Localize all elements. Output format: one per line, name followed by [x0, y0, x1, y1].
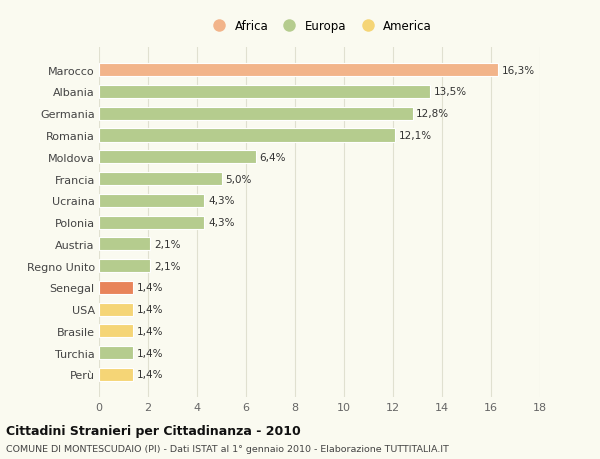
- Bar: [99, 194, 205, 207]
- Text: 1,4%: 1,4%: [137, 326, 163, 336]
- Text: 1,4%: 1,4%: [137, 304, 163, 314]
- Text: 5,0%: 5,0%: [225, 174, 251, 184]
- Text: 12,8%: 12,8%: [416, 109, 449, 119]
- Text: 1,4%: 1,4%: [137, 348, 163, 358]
- Text: 2,1%: 2,1%: [154, 261, 181, 271]
- Bar: [99, 151, 256, 164]
- Bar: [99, 347, 133, 359]
- Bar: [99, 281, 133, 294]
- Bar: [99, 216, 205, 229]
- Text: 4,3%: 4,3%: [208, 218, 235, 228]
- Bar: [99, 259, 151, 273]
- Text: 1,4%: 1,4%: [137, 369, 163, 380]
- Text: 6,4%: 6,4%: [259, 152, 286, 162]
- Text: 4,3%: 4,3%: [208, 196, 235, 206]
- Bar: [99, 64, 499, 77]
- Text: COMUNE DI MONTESCUDAIO (PI) - Dati ISTAT al 1° gennaio 2010 - Elaborazione TUTTI: COMUNE DI MONTESCUDAIO (PI) - Dati ISTAT…: [6, 444, 449, 453]
- Bar: [99, 107, 413, 121]
- Bar: [99, 303, 133, 316]
- Text: 12,1%: 12,1%: [399, 131, 432, 141]
- Bar: [99, 238, 151, 251]
- Text: 1,4%: 1,4%: [137, 283, 163, 293]
- Text: Cittadini Stranieri per Cittadinanza - 2010: Cittadini Stranieri per Cittadinanza - 2…: [6, 424, 301, 437]
- Bar: [99, 368, 133, 381]
- Bar: [99, 129, 395, 142]
- Bar: [99, 86, 430, 99]
- Text: 2,1%: 2,1%: [154, 239, 181, 249]
- Text: 13,5%: 13,5%: [433, 87, 467, 97]
- Legend: Africa, Europa, America: Africa, Europa, America: [203, 16, 436, 38]
- Text: 16,3%: 16,3%: [502, 66, 535, 76]
- Bar: [99, 325, 133, 338]
- Bar: [99, 173, 221, 186]
